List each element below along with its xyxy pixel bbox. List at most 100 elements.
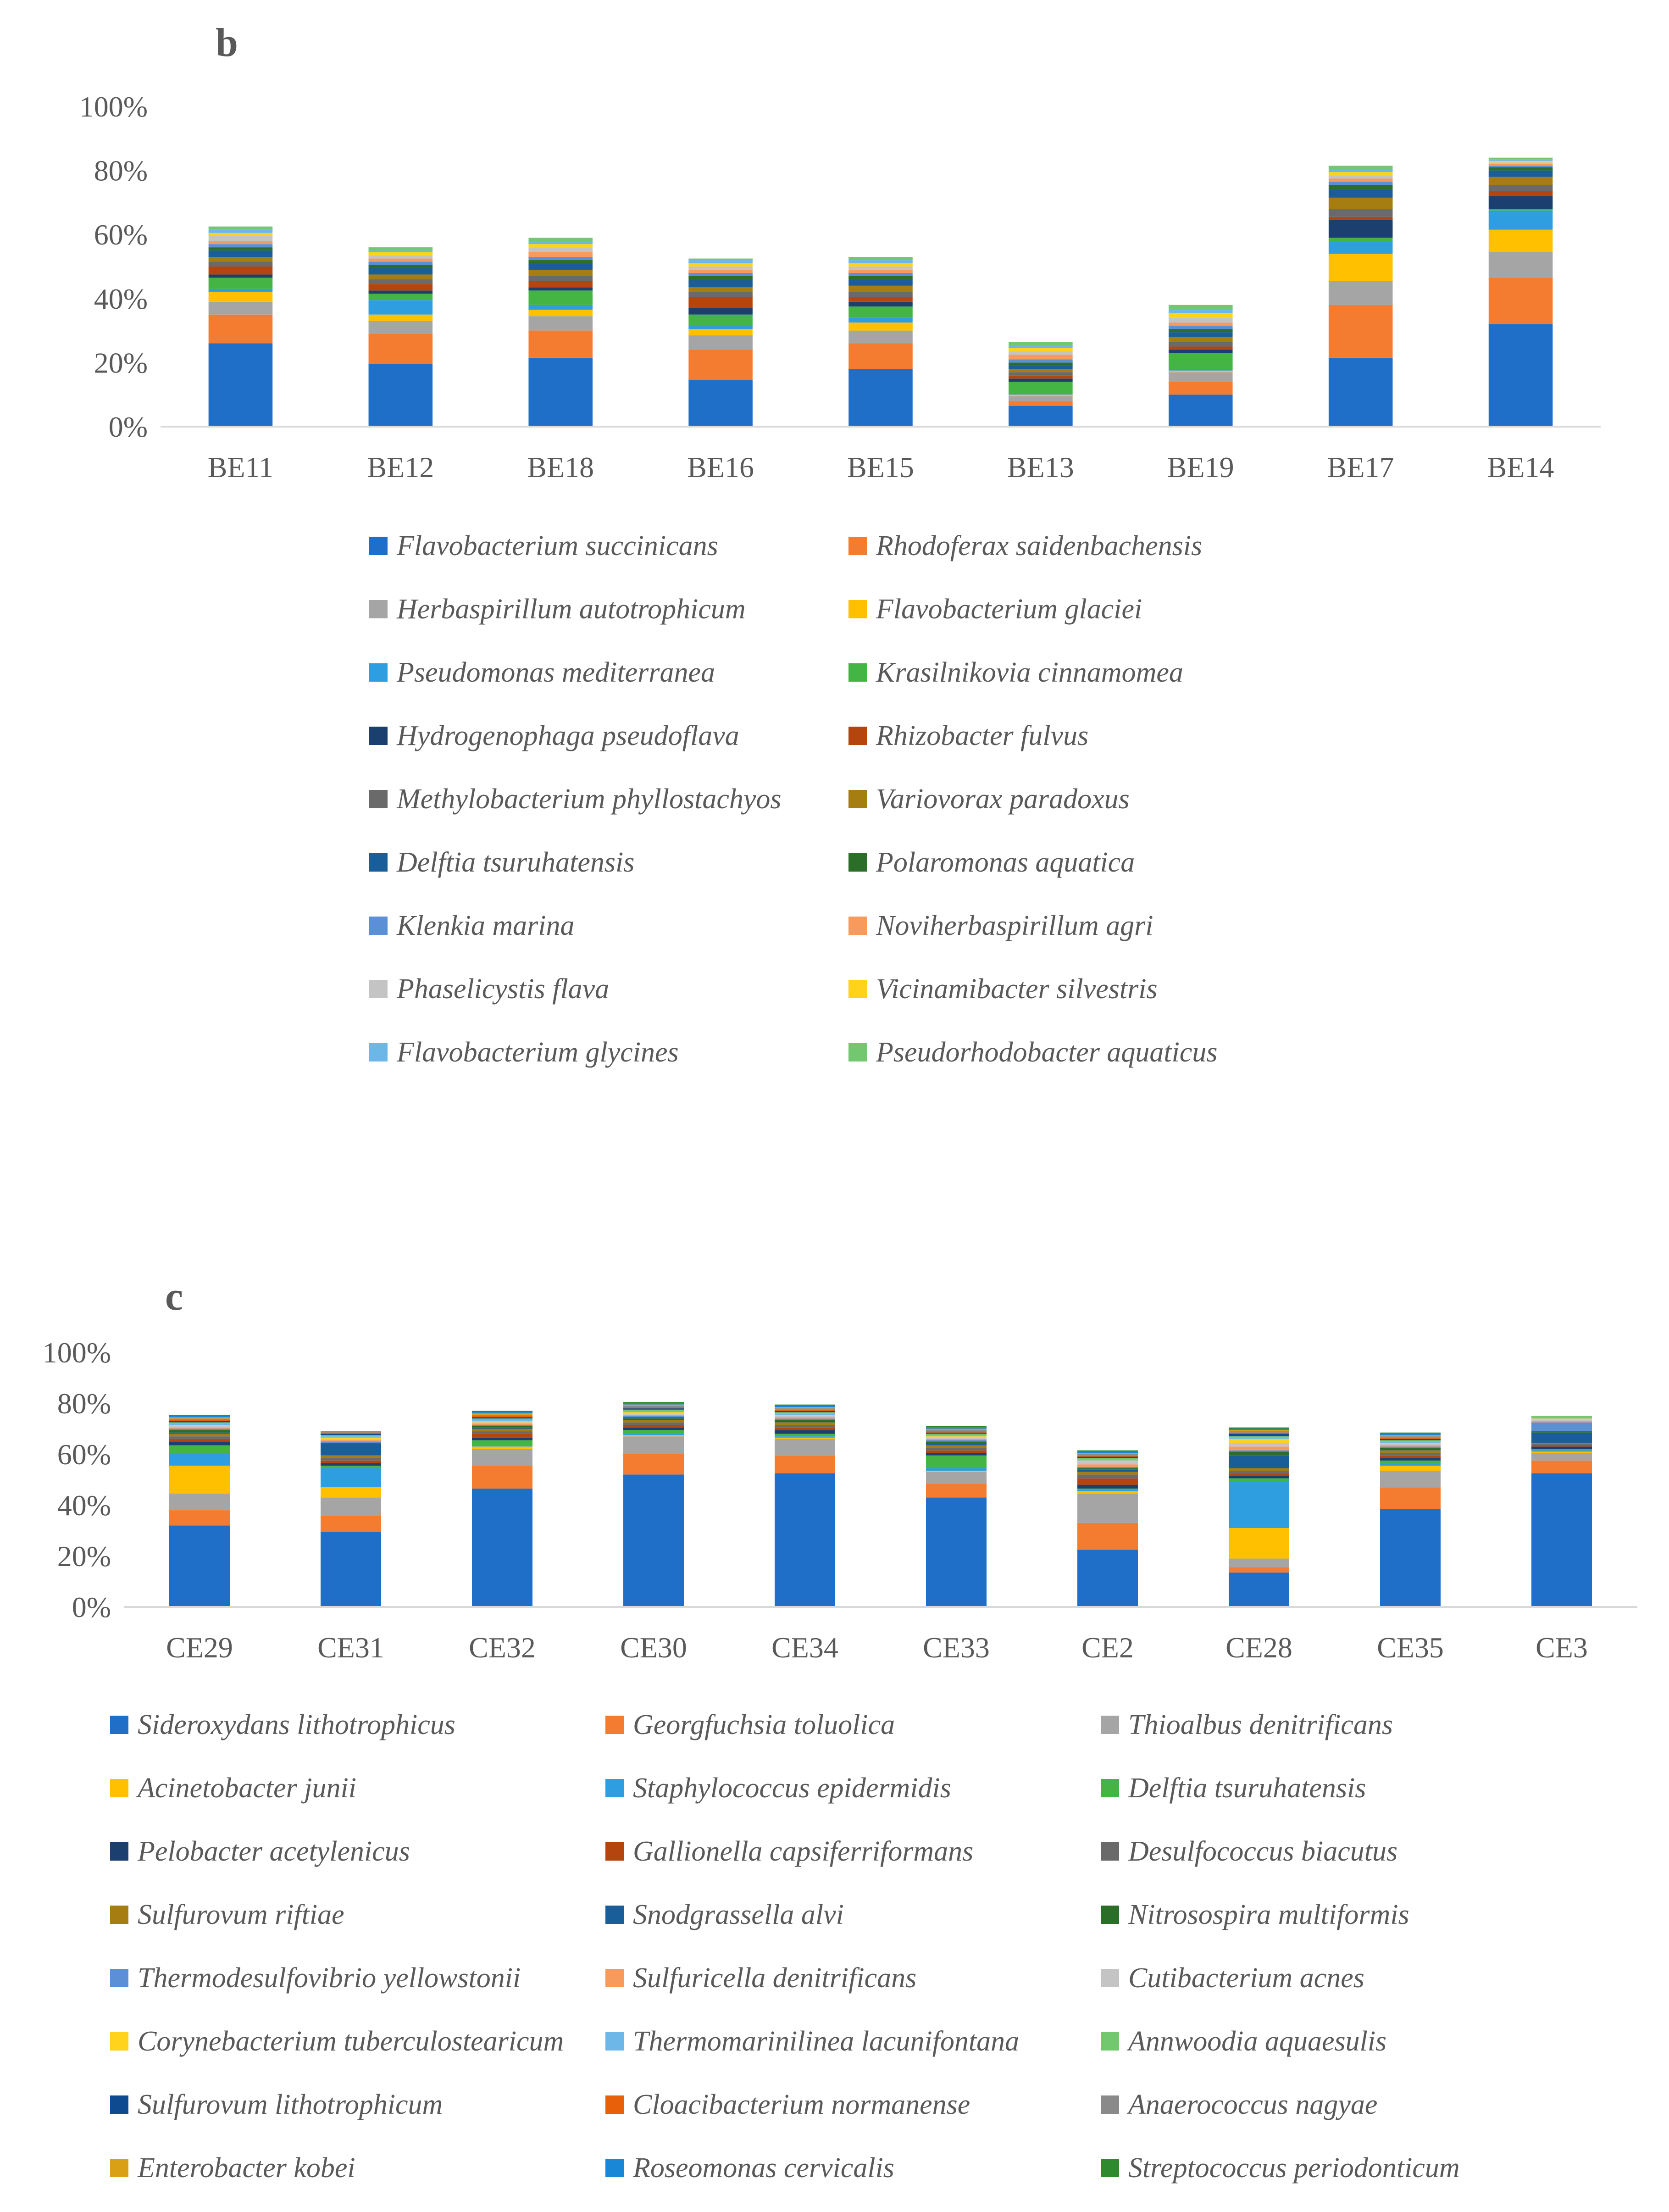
bar-segment <box>1229 1443 1289 1447</box>
bar-segment <box>321 1515 381 1532</box>
legend-entry: Roseomonas cervicalis <box>632 2152 894 2184</box>
bar-segment <box>1488 177 1553 185</box>
bar-segment <box>368 252 433 256</box>
bar-segment <box>775 1406 835 1407</box>
bar-segment <box>1488 162 1553 164</box>
bar-segment <box>208 261 273 267</box>
bar-segment <box>848 343 913 369</box>
bar-segment <box>1077 1462 1138 1465</box>
bar-segment <box>775 1417 835 1419</box>
legend-entry: Nitrosospira multiformis <box>1128 1899 1409 1930</box>
bar-segment <box>169 1420 230 1421</box>
legend-swatch <box>848 917 867 935</box>
bar-segment <box>169 1439 230 1442</box>
legend-swatch <box>848 980 867 998</box>
legend-entry: Gallionella capsiferriformans <box>633 1836 973 1867</box>
bar-segment <box>775 1455 835 1473</box>
bar-segment <box>472 1428 532 1432</box>
bar-segment <box>1229 1455 1289 1468</box>
bar-segment <box>169 1416 230 1417</box>
bar-segment <box>1328 197 1393 209</box>
bar-segment <box>472 1449 532 1466</box>
legend-entry: Annwoodia aquaesulis <box>1126 2026 1386 2057</box>
bar-segment <box>1077 1464 1138 1467</box>
y-tick-label: 0% <box>72 1591 111 1623</box>
bar-segment <box>169 1525 230 1607</box>
bar-segment <box>472 1427 532 1429</box>
bar-segment <box>848 369 913 427</box>
bar-segment <box>688 276 753 279</box>
bar-segment <box>1380 1455 1441 1458</box>
legend-swatch <box>369 537 388 555</box>
bar-segment <box>1229 1567 1289 1573</box>
bar-segment <box>1229 1436 1289 1438</box>
bar-segment <box>688 335 753 350</box>
bar-segment <box>775 1439 835 1456</box>
bar-segment <box>1169 382 1233 395</box>
bar-segment <box>368 274 433 279</box>
bar-segment <box>368 300 433 315</box>
legend-swatch <box>110 2095 128 2114</box>
bar-segment <box>848 269 913 273</box>
bar-segment <box>169 1423 230 1425</box>
bar-segment <box>169 1418 230 1420</box>
bar-segment <box>623 1414 684 1416</box>
bar-segment <box>1009 359 1073 363</box>
bar-segment <box>169 1421 230 1423</box>
bar-segment <box>1009 369 1073 372</box>
bar-segment <box>775 1420 835 1421</box>
bar-segment <box>1531 1417 1592 1419</box>
legend-entry: Delftia tsuruhatensis <box>396 847 634 878</box>
legend-swatch <box>110 1969 128 1987</box>
x-tick-label: CE28 <box>1225 1631 1292 1664</box>
y-tick-label: 0% <box>109 411 148 443</box>
bar-segment <box>926 1431 987 1433</box>
bar-segment <box>1009 348 1073 351</box>
bar-segment <box>775 1404 835 1406</box>
bar-segment <box>1169 370 1233 372</box>
bar-segment <box>1229 1430 1289 1432</box>
chart-panel-c: 0% 20% 40% 60% 80% 100% CE29 CE31 CE32 CE30 CE34 CE… <box>43 1336 1637 2184</box>
bar-segment <box>1380 1448 1441 1449</box>
bar-segment <box>208 241 273 245</box>
bar-segment <box>528 269 593 276</box>
legend-entry: Pelobacter acetylenicus <box>137 1836 410 1867</box>
legend-entry: Variovorax paradoxus <box>876 784 1130 815</box>
legend-swatch <box>369 727 388 745</box>
bar-segment <box>528 257 593 261</box>
bar-segment <box>775 1437 835 1439</box>
bar-segment <box>623 1411 684 1412</box>
bar-segment <box>623 1436 684 1454</box>
legend-entry: Desulfococcus biacutus <box>1128 1836 1397 1867</box>
legend-swatch <box>110 1906 128 1924</box>
bar-segment <box>1328 166 1393 169</box>
bar-segment <box>368 265 433 268</box>
bar-segment <box>688 314 753 326</box>
bar-segment <box>321 1460 381 1463</box>
bar-segment <box>528 330 593 358</box>
bar-segment <box>169 1430 230 1433</box>
bar-segment <box>472 1414 532 1416</box>
bar-segment <box>169 1417 230 1419</box>
bar-segment <box>208 236 273 241</box>
bar-segment <box>208 289 273 292</box>
y-tick-label: 60% <box>57 1438 111 1471</box>
bar-segment <box>1229 1558 1289 1567</box>
legend-entry: Noviherbaspirillum agri <box>876 910 1153 941</box>
legend-entry: Cutibacterium acnes <box>1128 1962 1364 1994</box>
bar-segment <box>1531 1445 1592 1447</box>
legend-swatch <box>369 600 388 618</box>
bar-segment <box>1380 1432 1441 1434</box>
bar-segment <box>472 1413 532 1415</box>
bar-segment <box>926 1427 987 1429</box>
bar-segment <box>848 292 913 297</box>
bar-segment <box>528 252 593 257</box>
bar-segment <box>1328 182 1393 185</box>
bar-segment <box>926 1471 987 1472</box>
bar-segment <box>368 321 433 334</box>
bar-segment <box>1009 406 1073 427</box>
bar-segment <box>848 317 913 323</box>
bar-segment <box>1077 1458 1138 1460</box>
bar-segment <box>1328 305 1393 358</box>
